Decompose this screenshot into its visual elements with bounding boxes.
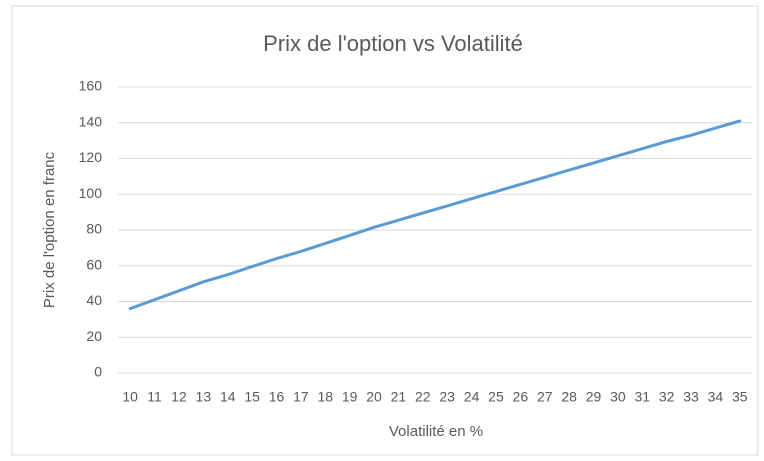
x-tick-label: 28 [561, 389, 577, 405]
x-tick-label: 29 [586, 389, 602, 405]
y-tick-label: 120 [79, 149, 103, 165]
x-tick-label: 10 [122, 389, 138, 405]
chart-title: Prix de l'option vs Volatilité [263, 31, 523, 56]
x-tick-label: 34 [708, 389, 724, 405]
y-axis-title: Prix de l'option en franc [41, 151, 58, 308]
x-tick-label: 21 [391, 389, 407, 405]
data-line [128, 119, 742, 311]
x-tick-label: 30 [610, 389, 626, 405]
x-tick-label: 13 [196, 389, 212, 405]
x-tick-label: 25 [488, 389, 504, 405]
x-tick-label: 20 [366, 389, 382, 405]
x-tick-label: 33 [683, 389, 699, 405]
x-tick-label: 14 [220, 389, 236, 405]
x-tick-label: 35 [732, 389, 748, 405]
y-tick-label: 100 [79, 185, 103, 201]
x-tick-label: 12 [171, 389, 187, 405]
x-tick-label: 22 [415, 389, 431, 405]
y-tick-label: 160 [79, 78, 103, 94]
y-tick-label: 40 [86, 292, 102, 308]
y-tick-label: 140 [79, 113, 103, 129]
x-tick-label: 23 [439, 389, 455, 405]
x-tick-label: 27 [537, 389, 553, 405]
x-tick-label: 26 [513, 389, 529, 405]
x-tick-label: 18 [317, 389, 333, 405]
x-axis-title: Volatilité en % [389, 423, 483, 440]
x-tick-label: 16 [269, 389, 285, 405]
x-tick-label: 24 [464, 389, 480, 405]
x-tick-label: 19 [342, 389, 358, 405]
y-tick-label: 80 [86, 221, 102, 237]
x-tick-label: 17 [293, 389, 309, 405]
x-tick-label: 11 [147, 389, 162, 405]
y-tick-label: 20 [86, 328, 102, 344]
x-tick-label: 32 [659, 389, 675, 405]
x-tick-label: 15 [244, 389, 260, 405]
y-tick-label: 0 [94, 364, 102, 380]
x-tick-label: 31 [634, 389, 650, 405]
y-tick-label: 60 [86, 256, 102, 272]
